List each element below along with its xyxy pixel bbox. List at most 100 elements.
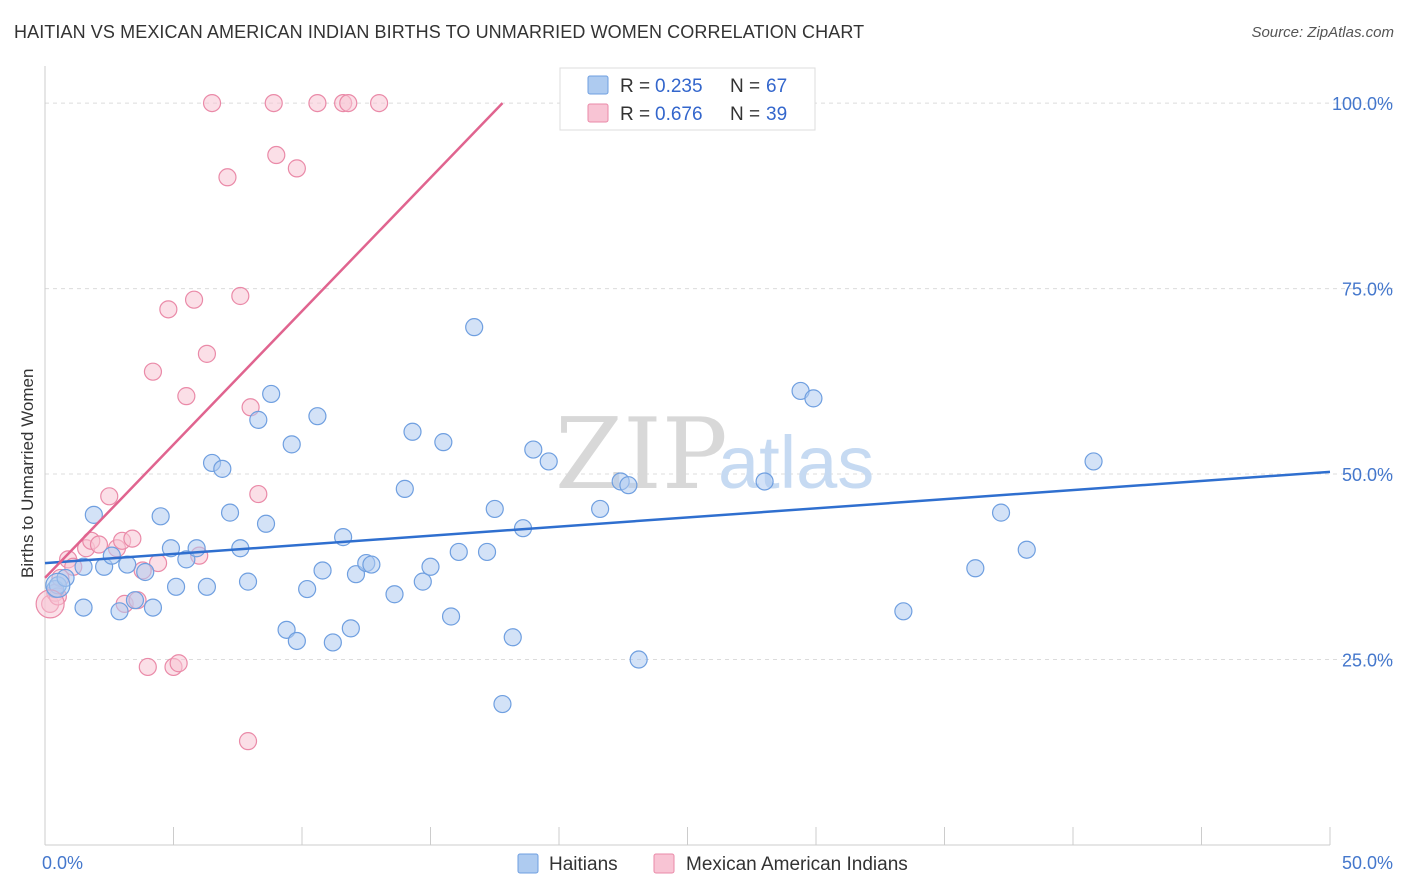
stats-legend-swatch-mexican-american-indians bbox=[587, 103, 609, 123]
y-tick-label: 100.0% bbox=[1332, 94, 1393, 114]
data-point-mexican-american-indians bbox=[123, 529, 142, 548]
data-point-haitians bbox=[503, 628, 522, 647]
data-point-haitians bbox=[362, 555, 381, 574]
stats-legend-r-mexican: 0.676 bbox=[655, 104, 703, 125]
data-point-mexican-american-indians bbox=[218, 168, 237, 187]
data-point-haitians bbox=[313, 561, 332, 580]
stats-legend-r-haitians: 0.235 bbox=[655, 76, 703, 97]
data-point-haitians bbox=[161, 539, 181, 558]
stats-legend-r-label-mexican: R = bbox=[620, 104, 650, 125]
data-point-mexican-american-indians bbox=[267, 145, 286, 165]
watermark: ZIP atlas bbox=[555, 398, 874, 512]
data-point-haitians bbox=[125, 591, 145, 610]
data-point-haitians bbox=[143, 598, 163, 617]
data-point-haitians bbox=[277, 620, 296, 639]
stats-legend-swatch-haitians bbox=[587, 75, 609, 95]
data-point-haitians bbox=[287, 631, 306, 651]
data-point-mexican-american-indians bbox=[202, 93, 222, 113]
data-point-mexican-american-indians bbox=[184, 290, 204, 309]
data-point-haitians bbox=[282, 435, 301, 454]
data-point-mexican-american-indians bbox=[308, 93, 327, 113]
data-point-haitians bbox=[434, 433, 453, 452]
data-point-haitians bbox=[421, 557, 440, 576]
data-point-haitians bbox=[102, 546, 121, 565]
data-point-haitians bbox=[177, 550, 196, 569]
data-point-haitians bbox=[441, 607, 461, 626]
data-point-haitians bbox=[524, 440, 543, 459]
data-point-haitians bbox=[187, 539, 206, 558]
data-point-haitians bbox=[84, 505, 103, 524]
stats-legend-n-label-haitians: N = bbox=[730, 76, 760, 97]
data-point-haitians bbox=[256, 514, 276, 533]
data-point-haitians bbox=[220, 503, 240, 522]
data-point-haitians bbox=[341, 619, 360, 638]
watermark-zip: ZIP bbox=[555, 398, 728, 512]
data-point-haitians bbox=[110, 602, 129, 621]
data-point-haitians bbox=[136, 562, 155, 582]
data-point-mexican-american-indians bbox=[159, 300, 178, 319]
data-point-mexican-american-indians bbox=[177, 387, 196, 406]
series-legend-swatch-haitians bbox=[517, 853, 539, 874]
data-point-haitians bbox=[966, 559, 985, 578]
data-point-haitians bbox=[465, 318, 484, 337]
data-point-haitians bbox=[238, 572, 258, 591]
data-point-mexican-american-indians bbox=[231, 286, 250, 306]
data-point-haitians bbox=[591, 499, 610, 519]
data-point-mexican-american-indians bbox=[143, 362, 163, 381]
data-point-haitians bbox=[991, 503, 1011, 522]
data-point-mexican-american-indians bbox=[197, 344, 217, 363]
data-point-mexican-american-indians bbox=[287, 159, 306, 178]
data-point-haitians bbox=[449, 542, 468, 562]
series-legend: Haitians Mexican American Indians bbox=[517, 853, 908, 875]
stats-legend-n-label-mexican: N = bbox=[730, 104, 760, 125]
data-point-haitians bbox=[74, 557, 93, 576]
stats-legend-n-mexican: 39 bbox=[766, 104, 787, 125]
y-tick-label: 75.0% bbox=[1342, 280, 1393, 300]
data-point-mexican-american-indians bbox=[89, 535, 109, 554]
stats-legend-n-haitians: 67 bbox=[766, 76, 787, 97]
data-point-haitians bbox=[1084, 452, 1103, 471]
data-point-haitians bbox=[1017, 540, 1036, 559]
data-point-mexican-american-indians bbox=[370, 93, 389, 113]
data-point-haitians bbox=[539, 452, 558, 471]
data-point-haitians bbox=[485, 499, 504, 519]
data-point-haitians bbox=[755, 472, 774, 491]
y-tick-labels: 25.0% 50.0% 75.0% 100.0% bbox=[1332, 94, 1393, 670]
source-credit: Source: ZipAtlas.com bbox=[1251, 24, 1394, 41]
data-point-mexican-american-indians bbox=[264, 93, 283, 113]
data-point-haitians bbox=[395, 479, 414, 498]
data-point-haitians bbox=[619, 476, 638, 495]
stats-legend-r-label-haitians: R = bbox=[620, 76, 650, 97]
data-point-mexican-american-indians bbox=[339, 93, 358, 113]
data-point-mexican-american-indians bbox=[169, 654, 188, 673]
data-point-haitians bbox=[213, 459, 232, 478]
data-point-mexican-american-indians bbox=[100, 487, 119, 506]
watermark-atlas: atlas bbox=[718, 421, 874, 504]
x-tick-label: 0.0% bbox=[42, 853, 83, 873]
data-point-haitians bbox=[629, 650, 648, 669]
x-tick-labels: 0.0% 50.0% bbox=[42, 853, 1393, 873]
trend-line-mexican-american-indians bbox=[44, 102, 504, 579]
data-point-haitians bbox=[804, 389, 823, 408]
stats-legend: R = 0.235 N = 67 R = 0.676 N = 39 bbox=[559, 67, 816, 131]
data-point-mexican-american-indians bbox=[249, 484, 268, 504]
data-point-haitians bbox=[323, 633, 342, 652]
data-point-haitians bbox=[151, 507, 170, 526]
y-tick-label: 25.0% bbox=[1342, 651, 1393, 671]
data-point-haitians bbox=[298, 579, 317, 599]
data-point-haitians bbox=[308, 407, 327, 426]
data-point-haitians bbox=[493, 694, 512, 714]
series-legend-swatch-mexican-american-indians bbox=[653, 853, 675, 874]
data-point-haitians bbox=[249, 410, 268, 429]
data-point-haitians bbox=[477, 542, 497, 562]
data-point-mexican-american-indians bbox=[238, 732, 258, 751]
chart-title: HAITIAN VS MEXICAN AMERICAN INDIAN BIRTH… bbox=[14, 22, 865, 42]
data-point-haitians bbox=[346, 565, 366, 584]
data-points bbox=[35, 93, 1103, 751]
data-point-haitians bbox=[413, 572, 432, 591]
data-point-haitians bbox=[385, 585, 404, 604]
data-point-haitians bbox=[45, 572, 71, 598]
trend-lines bbox=[44, 102, 1331, 579]
series-legend-label-mexican-american-indians: Mexican American Indians bbox=[686, 854, 908, 875]
